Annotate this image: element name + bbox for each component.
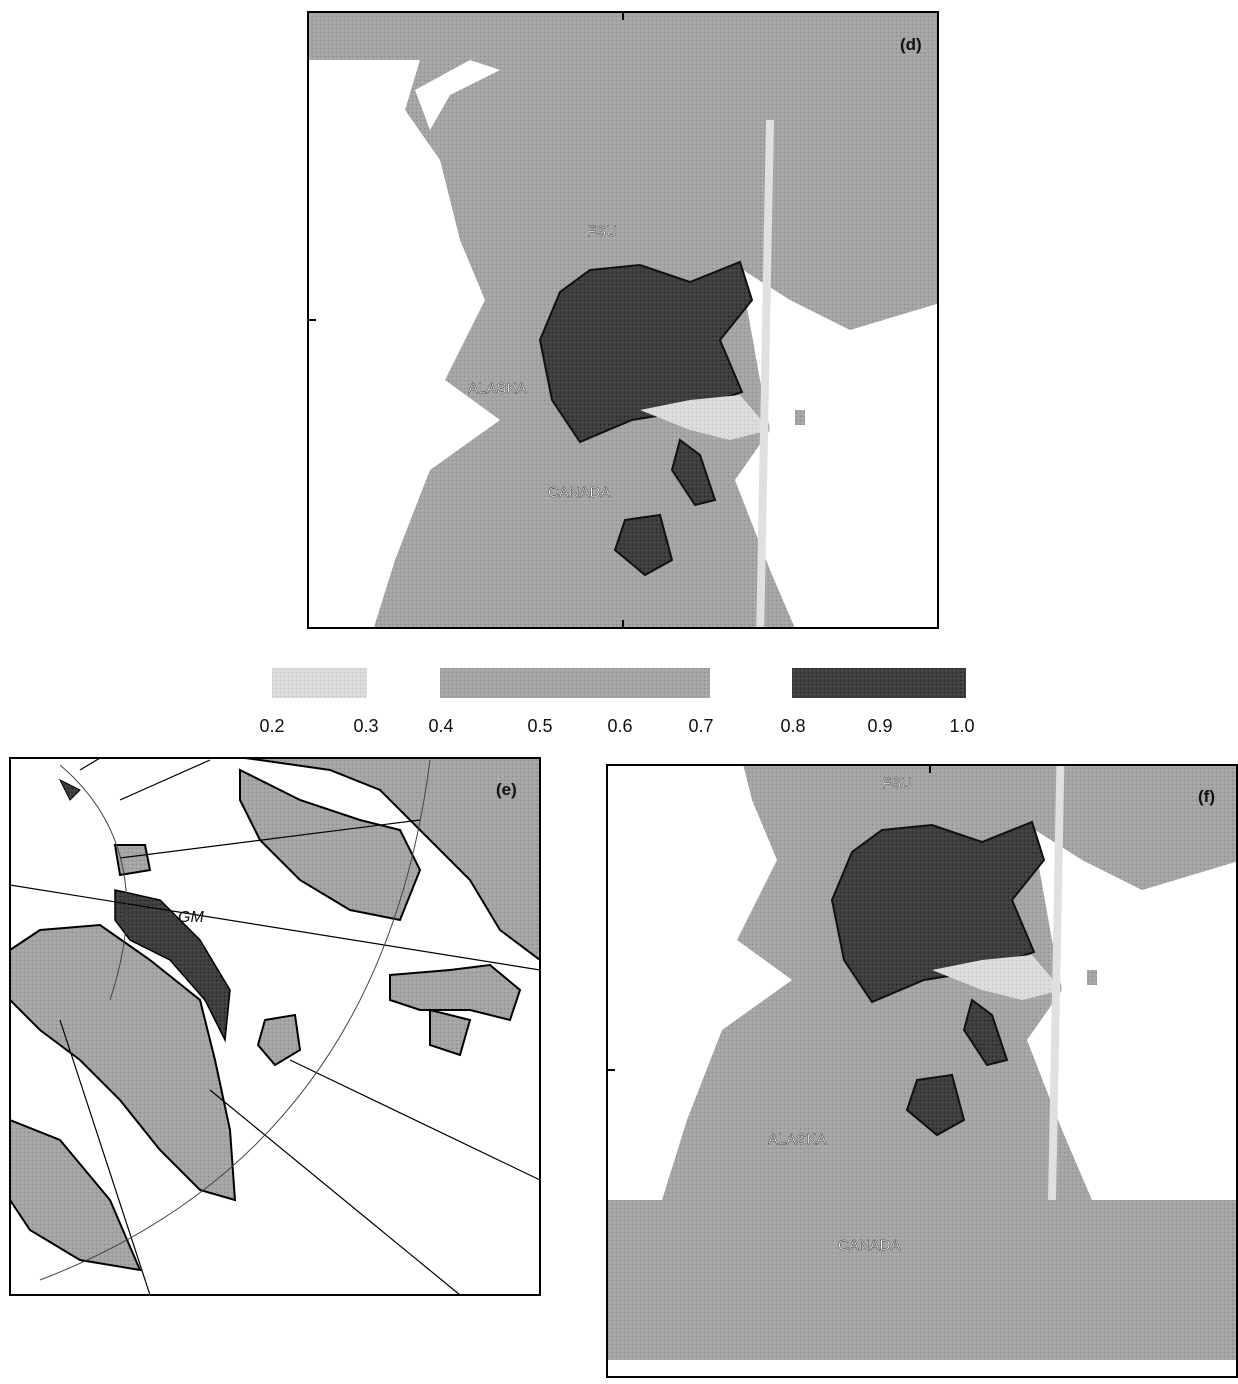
place-name: ALASKA xyxy=(468,380,526,397)
colorbar-tick-label: 0.9 xyxy=(867,716,892,736)
panel-label: (d) xyxy=(900,35,922,54)
colorbar-tick-label: 0.2 xyxy=(259,716,284,736)
place-name: GM xyxy=(178,909,204,926)
place-name: FSU xyxy=(587,223,617,240)
panel-label: (f) xyxy=(1198,787,1215,806)
panel-e: (e) GM xyxy=(10,758,540,1295)
colorbar-tick-label: 1.0 xyxy=(949,716,974,736)
place-name: CANADA xyxy=(838,1237,901,1254)
place-name: ALASKA xyxy=(768,1131,826,1148)
colorbar-tick-label: 0.7 xyxy=(688,716,713,736)
figure: (d) FSU ALASKA CANADA 0.2 0.3 0.4 0.5 0.6 0.7… xyxy=(0,0,1238,1379)
place-name: CANADA xyxy=(548,484,611,501)
colorbar-tick-label: 0.4 xyxy=(428,716,453,736)
colorbar-tick-label: 0.5 xyxy=(527,716,552,736)
colorbar-tick-label: 0.6 xyxy=(607,716,632,736)
colorbar-tick-label: 0.8 xyxy=(780,716,805,736)
panel-label: (e) xyxy=(496,780,517,799)
colorbar-tick-label: 0.3 xyxy=(353,716,378,736)
place-name: FSU xyxy=(882,775,912,792)
colorbar: 0.2 0.3 0.4 0.5 0.6 0.7 0.8 0.9 1.0 xyxy=(259,668,974,736)
